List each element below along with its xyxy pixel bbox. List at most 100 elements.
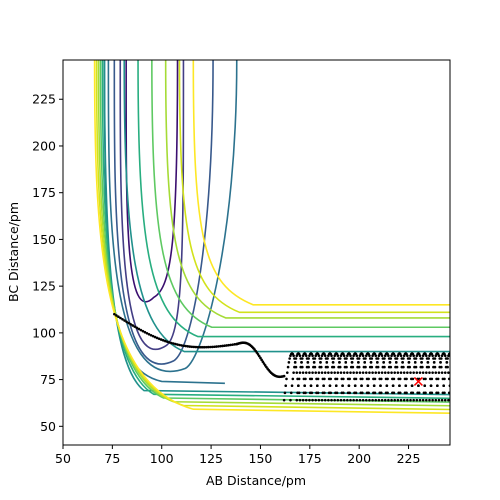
trajectory-point	[391, 391, 394, 395]
trajectory-point	[447, 377, 450, 381]
trajectory-point	[141, 329, 145, 333]
trajectory-point	[320, 371, 324, 374]
trajectory-point	[290, 384, 294, 388]
trajectory-point	[313, 357, 317, 360]
trajectory-point	[396, 398, 400, 402]
trajectory-point	[233, 343, 237, 346]
trajectory-point	[393, 354, 397, 358]
plot-frame	[62, 59, 451, 446]
trajectory-point	[336, 354, 340, 358]
trajectory-point	[438, 365, 442, 369]
trajectory-point	[349, 398, 352, 402]
trajectory-point	[351, 357, 355, 360]
trajectory-point	[288, 357, 291, 360]
trajectory-point	[399, 354, 403, 358]
trajectory-point	[368, 371, 371, 374]
trajectory-point	[294, 357, 298, 360]
y-tick-label: 200	[32, 138, 56, 153]
trajectory-point	[343, 365, 347, 369]
trajectory-point	[327, 398, 330, 402]
trajectory-point	[411, 377, 415, 381]
trajectory-point	[331, 361, 335, 364]
trajectory-point	[356, 365, 359, 369]
trajectory-point	[413, 365, 416, 369]
trajectory-point	[338, 357, 342, 360]
trajectory-point	[194, 345, 198, 349]
trajectory-point	[400, 365, 404, 369]
trajectory-point	[336, 371, 340, 374]
trajectory-point	[361, 354, 365, 358]
trajectory-point	[206, 345, 210, 349]
trajectory-point	[350, 361, 354, 364]
trajectory-point	[295, 371, 299, 374]
trajectory-point	[442, 384, 445, 388]
x-tick-label: 150	[249, 451, 273, 466]
trajectory-point	[391, 384, 395, 388]
y-tick-label: 225	[32, 92, 56, 107]
contour-line	[119, 60, 185, 350]
trajectory-point	[355, 371, 359, 374]
trajectory-point	[332, 357, 336, 360]
trajectory-point	[153, 335, 157, 339]
trajectory-point	[336, 398, 340, 402]
trajectory-point	[309, 384, 313, 388]
trajectory-point	[352, 398, 355, 402]
trajectory-point	[342, 398, 346, 402]
trajectory-point	[306, 361, 310, 364]
trajectory-point	[285, 377, 288, 381]
trajectory-point	[377, 398, 381, 402]
trajectory-point	[139, 328, 143, 332]
trajectory-point	[342, 377, 345, 381]
trajectory-point	[283, 391, 287, 395]
trajectory-point	[443, 377, 446, 381]
trajectory-point	[225, 344, 228, 347]
trajectory-point	[402, 371, 406, 374]
trajectory-point	[346, 398, 349, 402]
trajectory-point	[406, 371, 409, 374]
trajectory-point	[299, 365, 303, 369]
trajectory-point	[305, 365, 309, 369]
trajectory-point	[308, 398, 311, 402]
trajectory-point	[380, 371, 384, 374]
trajectory-point	[375, 365, 378, 369]
trajectory-point	[131, 324, 134, 327]
trajectory-point	[418, 398, 422, 402]
trajectory-point	[437, 354, 441, 358]
trajectory-point	[143, 330, 147, 334]
trajectory-point	[393, 398, 397, 402]
trajectory-point	[412, 354, 415, 358]
trajectory-point	[445, 361, 449, 364]
trajectory-point	[314, 398, 318, 402]
trajectory-point	[406, 354, 409, 358]
trajectory-point	[289, 398, 292, 402]
trajectory-point	[415, 398, 419, 402]
trajectory-point	[164, 339, 167, 343]
trajectory-point	[443, 398, 447, 402]
trajectory-point	[330, 354, 333, 358]
trajectory-point	[371, 398, 374, 402]
trajectory-point	[346, 391, 350, 395]
x-tick-label: 50	[55, 451, 71, 466]
trajectory-point	[312, 365, 315, 369]
trajectory-point	[300, 361, 303, 364]
trajectory-point	[293, 365, 296, 369]
trajectory-point	[434, 398, 438, 402]
trajectory-point	[133, 325, 137, 328]
trajectory-point	[382, 361, 385, 364]
trajectory-point	[364, 398, 368, 402]
trajectory-point	[385, 384, 389, 388]
trajectory-point	[317, 354, 321, 358]
trajectory-point	[422, 391, 426, 395]
trajectory-point	[312, 361, 316, 364]
trajectory-point	[428, 391, 432, 395]
trajectory-point	[394, 365, 397, 369]
trajectory-point	[406, 398, 409, 402]
y-axis-label: BC Distance/pm	[6, 202, 21, 302]
trajectory-point	[345, 357, 348, 360]
contour-line	[113, 60, 214, 365]
trajectory-point	[308, 391, 312, 395]
trajectory-point	[437, 398, 441, 402]
trajectory-point	[155, 336, 159, 340]
end-marker	[413, 376, 423, 386]
